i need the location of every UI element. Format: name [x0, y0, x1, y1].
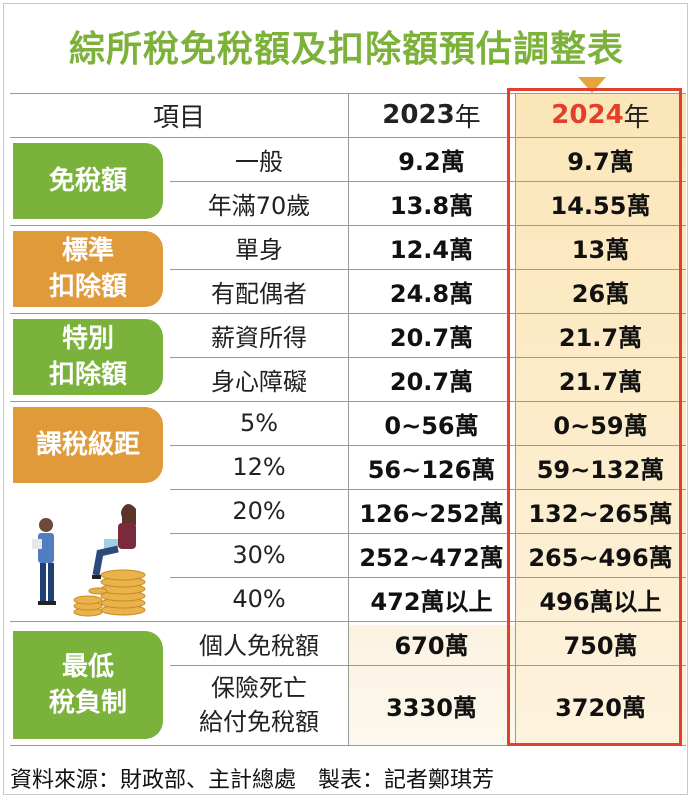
row-2023: 20.7萬 [389, 367, 474, 396]
divider [170, 533, 686, 534]
outer-frame [3, 3, 688, 795]
row-2023: 56~126萬 [367, 455, 496, 484]
table-row: 保險死亡 給付免稅額 3330萬 3720萬 [10, 665, 686, 745]
row-2023: 12.4萬 [389, 235, 474, 264]
table-row: 有配偶者 24.8萬 26萬 [10, 269, 686, 313]
row-2024: 9.7萬 [567, 147, 634, 176]
row-2024: 265~496萬 [528, 543, 673, 572]
row-item: 保險死亡 給付免稅額 [170, 665, 348, 745]
divider [170, 357, 686, 358]
row-item: 30% [232, 541, 286, 569]
badge-line: 扣除額 [48, 360, 127, 390]
divider [170, 489, 686, 490]
people-with-coin-stacks-illustration [32, 504, 146, 617]
row-2023: 20.7萬 [389, 323, 474, 352]
row-2024: 59~132萬 [536, 455, 665, 484]
divider [10, 313, 686, 314]
table-row: 30% 252~472萬 265~496萬 [10, 533, 686, 577]
section-badge-amt: 最低 稅負制 [13, 631, 163, 739]
table-row: 40% 472萬以上 496萬以上 [10, 577, 686, 621]
section-badge-exemption: 免稅額 [13, 143, 163, 219]
row-2023: 13.8萬 [389, 191, 474, 220]
divider [10, 401, 686, 402]
row-item: 單身 [235, 235, 283, 264]
header-2024: 2024 年 [515, 93, 686, 137]
divider [170, 665, 686, 666]
header-item: 項目 [152, 102, 205, 133]
divider [170, 577, 686, 578]
table-row: 身心障礙 20.7萬 21.7萬 [10, 357, 686, 401]
divider [10, 225, 686, 226]
row-item-line: 保險死亡 [211, 674, 307, 702]
badge-line: 扣除額 [48, 272, 127, 302]
section-badge-tax-brackets: 課稅級距 [13, 407, 163, 483]
table-row: 薪資所得 20.7萬 21.7萬 [10, 313, 686, 357]
source-footer: 資料來源：財政部、主計總處 製表：記者鄭琪芳 [10, 768, 495, 793]
row-2024: 21.7萬 [558, 323, 643, 352]
table-row: 12% 56~126萬 59~132萬 [10, 445, 686, 489]
col-2024-highlight-frame [507, 88, 682, 746]
divider [170, 181, 686, 182]
col-2024-background [515, 93, 686, 745]
divider [170, 445, 686, 446]
header-row: 項目 2023 年 2024 年 [10, 93, 686, 137]
row-2024: 3720萬 [555, 693, 646, 722]
table-row: 單身 12.4萬 13萬 [10, 225, 686, 269]
header-year-suffix: 年 [623, 102, 650, 133]
row-2024: 132~265萬 [528, 499, 673, 528]
row-2024: 0~59萬 [553, 411, 648, 440]
row-2024: 21.7萬 [558, 367, 643, 396]
row-item: 一般 [235, 147, 283, 176]
divider [515, 93, 516, 745]
row-2024: 13萬 [571, 235, 630, 264]
row-item: 40% [232, 585, 286, 613]
divider [10, 745, 686, 746]
table-row: 年滿70歲 13.8萬 14.55萬 [10, 181, 686, 225]
row-2023: 472萬以上 [370, 587, 493, 616]
section-badge-standard-deduction: 標準 扣除額 [13, 231, 163, 307]
section-badge-special-deduction: 特別 扣除額 [13, 319, 163, 395]
row-2024: 26萬 [571, 279, 630, 308]
table-row: 5% 0~56萬 0~59萬 [10, 401, 686, 445]
row-2023: 9.2萬 [398, 147, 465, 176]
badge-line: 特別 [61, 324, 114, 354]
badge-line: 稅負制 [48, 688, 127, 718]
row-item: 5% [239, 409, 279, 437]
row-item: 有配偶者 [211, 279, 307, 308]
badge-line: 標準 [61, 236, 114, 266]
divider [10, 137, 686, 138]
row-2024: 750萬 [563, 631, 638, 660]
row-item: 12% [232, 453, 286, 481]
page-title: 綜所稅免稅額及扣除額預估調整表 [68, 28, 624, 70]
col-2023-bottom-background [348, 625, 515, 745]
divider [10, 621, 686, 622]
header-2023: 2023 年 [348, 93, 515, 137]
header-2024-year: 2024 [551, 100, 624, 130]
row-item: 薪資所得 [211, 323, 307, 352]
row-2024: 14.55萬 [550, 191, 651, 220]
header-2023-year: 2023 [382, 100, 455, 130]
row-2023: 24.8萬 [389, 279, 474, 308]
row-2024: 496萬以上 [539, 587, 662, 616]
row-2023: 126~252萬 [359, 499, 504, 528]
row-2023: 3330萬 [386, 693, 477, 722]
row-item: 身心障礙 [211, 367, 307, 396]
table-row: 20% 126~252萬 132~265萬 [10, 489, 686, 533]
row-item: 年滿70歲 [207, 191, 311, 220]
row-2023: 252~472萬 [359, 543, 504, 572]
row-item: 20% [232, 497, 286, 525]
header-year-suffix: 年 [454, 102, 481, 133]
table-row: 個人免稅額 670萬 750萬 [10, 621, 686, 665]
divider [348, 93, 349, 745]
divider [10, 93, 686, 94]
row-item-line: 給付免稅額 [199, 708, 319, 736]
row-2023: 0~56萬 [384, 411, 479, 440]
row-2023: 670萬 [394, 631, 469, 660]
badge-line: 最低 [61, 652, 114, 682]
row-item: 個人免稅額 [199, 631, 319, 660]
divider [170, 269, 686, 270]
table-row: 一般 9.2萬 9.7萬 [10, 137, 686, 181]
